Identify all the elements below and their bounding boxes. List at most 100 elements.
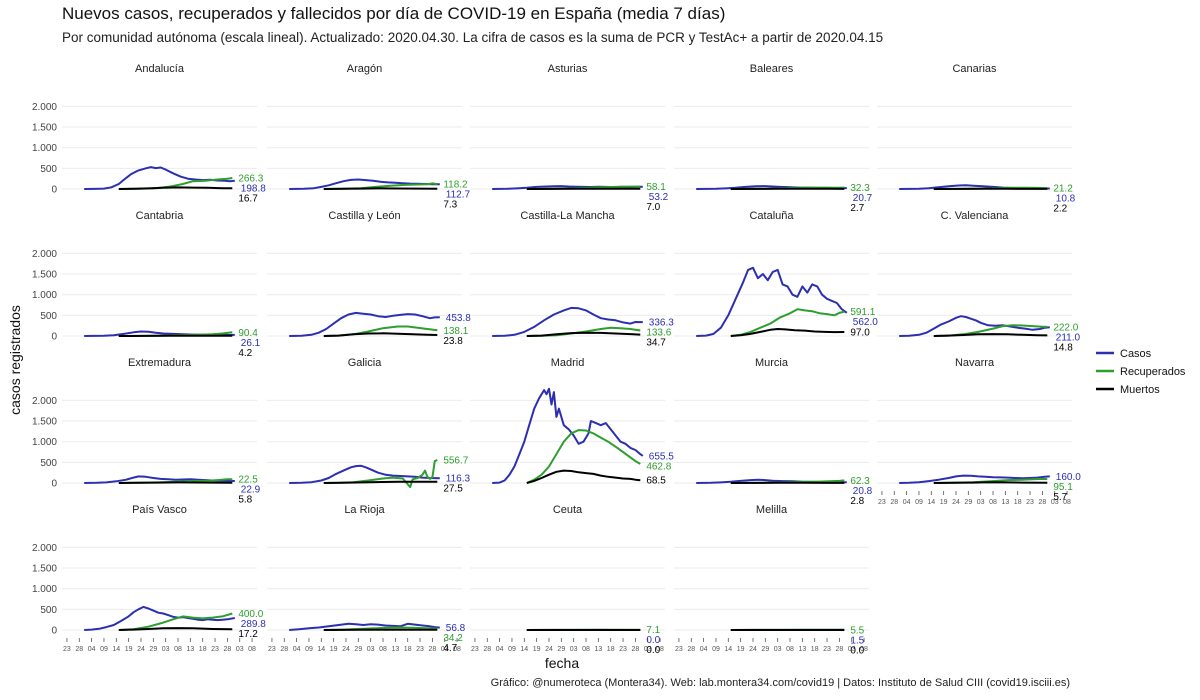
casos-end-label: 655.5 xyxy=(649,451,674,462)
legend-label-casos: Casos xyxy=(1120,348,1152,360)
casos-end-label: 0.0 xyxy=(646,635,660,646)
muertos-line xyxy=(730,328,845,337)
x-tick-label: 29 xyxy=(964,499,972,506)
x-tick-label: 23 xyxy=(268,646,276,653)
x-tick-label: 19 xyxy=(125,646,133,653)
casos-end-label: 160.0 xyxy=(1056,472,1081,483)
x-tick-label: 13 xyxy=(1001,499,1009,506)
casos-line xyxy=(289,622,440,631)
x-tick-label: 28 xyxy=(223,646,231,653)
casos-line xyxy=(84,605,235,631)
x-tick-label: 08 xyxy=(248,646,256,653)
x-tick-label: 29 xyxy=(761,646,769,653)
muertos-line xyxy=(323,187,438,190)
y-tick-label: 2.000 xyxy=(32,396,57,407)
muertos-end-label: 17.2 xyxy=(238,629,258,640)
recuperados-line xyxy=(730,308,845,337)
x-tick-label: 28 xyxy=(428,646,436,653)
y-tick-label: 1.000 xyxy=(32,437,57,448)
x-tick-label: 14 xyxy=(724,646,732,653)
x-tick-label: 08 xyxy=(582,646,590,653)
panel-title: Castilla y León xyxy=(328,210,400,222)
y-tick-label: 500 xyxy=(40,605,57,616)
muertos-end-label: 0.0 xyxy=(646,645,660,656)
x-axis-title: fecha xyxy=(545,655,579,671)
x-tick-label: 23 xyxy=(1026,499,1034,506)
muertos-end-label: 2.8 xyxy=(850,496,864,507)
x-tick-label: 19 xyxy=(737,646,745,653)
casos-line xyxy=(84,166,235,190)
recuperados-end-label: 7.1 xyxy=(646,625,660,636)
casos-line xyxy=(899,315,1050,337)
recuperados-end-label: 133.6 xyxy=(646,328,671,339)
casos-line xyxy=(492,306,643,337)
x-tick-label: 29 xyxy=(557,646,565,653)
x-tick-label: 13 xyxy=(186,646,194,653)
muertos-end-label: 16.7 xyxy=(238,194,258,205)
casos-line xyxy=(289,464,440,484)
chart-subtitle: Por comunidad autónoma (escala lineal). … xyxy=(62,30,884,45)
chart-title: Nuevos casos, recuperados y fallecidos p… xyxy=(62,4,726,23)
muertos-end-label: 97.0 xyxy=(850,327,870,338)
muertos-end-label: 5.8 xyxy=(238,495,252,506)
casos-end-label: 22.9 xyxy=(241,485,261,496)
muertos-end-label: 34.7 xyxy=(646,338,666,349)
y-tick-label: 500 xyxy=(40,311,57,322)
panel-title: Castilla-La Mancha xyxy=(520,210,615,222)
x-tick-label: 19 xyxy=(940,499,948,506)
x-tick-label: 13 xyxy=(594,646,602,653)
recuperados-end-label: 21.2 xyxy=(1053,184,1073,195)
casos-end-label: 53.2 xyxy=(649,192,669,203)
panel-title: Navarra xyxy=(955,357,995,369)
panel-title: Extremadura xyxy=(128,357,192,369)
panel-title: Baleares xyxy=(750,63,794,75)
x-tick-label: 23 xyxy=(63,646,71,653)
casos-end-label: 289.8 xyxy=(241,619,266,630)
x-tick-label: 28 xyxy=(75,646,83,653)
y-tick-label: 0 xyxy=(51,626,57,637)
recuperados-line xyxy=(118,612,233,631)
y-tick-label: 1.500 xyxy=(32,417,57,428)
x-tick-label: 04 xyxy=(293,646,301,653)
panel-title: La Rioja xyxy=(344,504,385,516)
panel-title: Madrid xyxy=(551,357,585,369)
muertos-line xyxy=(118,627,233,631)
y-tick-label: 1.500 xyxy=(32,123,57,134)
x-tick-label: 23 xyxy=(823,646,831,653)
x-tick-label: 23 xyxy=(471,646,479,653)
x-tick-label: 09 xyxy=(712,646,720,653)
casos-end-label: 26.1 xyxy=(241,338,261,349)
recuperados-end-label: 22.5 xyxy=(238,475,258,486)
x-tick-label: 04 xyxy=(903,499,911,506)
x-tick-label: 09 xyxy=(915,499,923,506)
recuperados-end-label: 222.0 xyxy=(1053,322,1078,333)
x-tick-label: 14 xyxy=(112,646,120,653)
casos-end-label: 56.8 xyxy=(446,623,466,634)
panel-title: Murcia xyxy=(755,357,789,369)
y-tick-label: 500 xyxy=(40,458,57,469)
y-tick-label: 0 xyxy=(51,185,57,196)
muertos-end-label: 68.5 xyxy=(646,476,666,487)
muertos-end-label: 4.7 xyxy=(443,643,457,654)
y-tick-label: 1.000 xyxy=(32,290,57,301)
recuperados-end-label: 462.8 xyxy=(646,461,671,472)
x-tick-label: 08 xyxy=(379,646,387,653)
x-tick-label: 13 xyxy=(391,646,399,653)
panel-title: C. Valenciana xyxy=(941,210,1010,222)
muertos-line xyxy=(118,186,233,190)
x-tick-label: 28 xyxy=(890,499,898,506)
casos-line xyxy=(289,311,440,337)
x-tick-label: 08 xyxy=(989,499,997,506)
legend-label-recuperados: Recuperados xyxy=(1120,366,1186,378)
x-tick-label: 03 xyxy=(977,499,985,506)
recuperados-line xyxy=(526,429,641,484)
muertos-end-label: 5.7 xyxy=(1053,492,1067,503)
y-tick-label: 1.500 xyxy=(32,270,57,281)
casos-end-label: 1.5 xyxy=(850,635,864,646)
casos-line xyxy=(696,266,848,337)
x-tick-label: 03 xyxy=(236,646,244,653)
casos-line xyxy=(899,474,1050,484)
x-tick-label: 14 xyxy=(317,646,325,653)
x-tick-label: 03 xyxy=(441,646,449,653)
casos-end-label: 10.8 xyxy=(1056,194,1076,205)
